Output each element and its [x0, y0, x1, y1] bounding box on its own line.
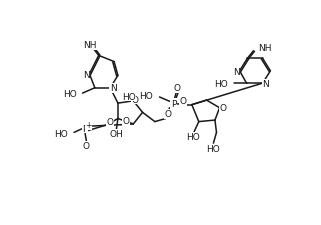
Text: N: N	[110, 84, 117, 93]
Text: O: O	[219, 104, 226, 113]
Text: +: +	[85, 121, 92, 130]
Text: O: O	[174, 84, 181, 93]
Text: HO: HO	[54, 129, 68, 138]
Text: O: O	[164, 110, 171, 119]
Text: HO: HO	[214, 79, 228, 88]
Text: N: N	[83, 71, 90, 80]
Text: P: P	[171, 99, 176, 108]
Text: NH: NH	[258, 44, 272, 53]
Text: HO: HO	[122, 92, 135, 101]
Text: O: O	[107, 118, 114, 126]
Text: NH: NH	[83, 41, 96, 50]
Text: HO: HO	[140, 92, 153, 101]
Text: HO: HO	[206, 144, 220, 153]
Text: O: O	[83, 141, 90, 150]
Text: P: P	[82, 124, 88, 133]
Text: HO: HO	[63, 90, 77, 99]
Text: N: N	[233, 68, 240, 77]
Text: OH: OH	[109, 130, 123, 139]
Text: N: N	[262, 80, 269, 89]
Text: O: O	[122, 117, 129, 126]
Text: O: O	[179, 97, 186, 106]
Text: O: O	[131, 95, 138, 104]
Text: HO: HO	[187, 133, 200, 142]
